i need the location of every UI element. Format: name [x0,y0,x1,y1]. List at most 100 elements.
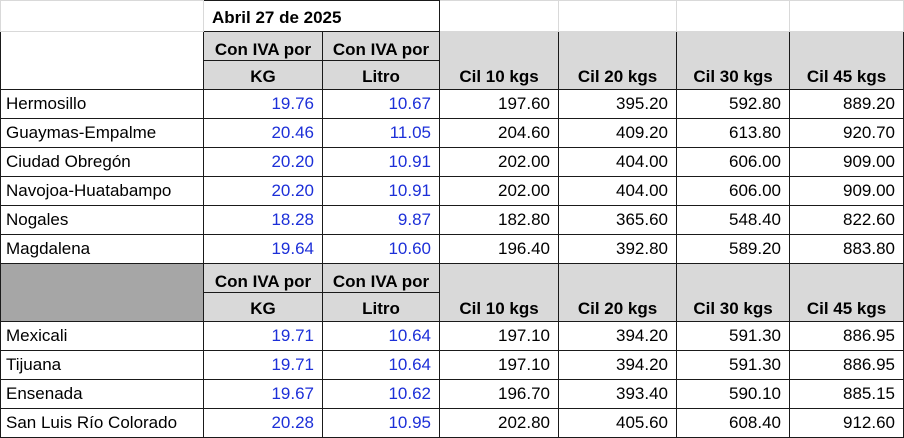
city-cell[interactable]: Nogales [0,205,204,235]
cil30-cell[interactable]: 589.20 [676,234,790,264]
header-kg-line2[interactable]: KG [203,60,323,90]
city-cell[interactable]: Tijuana [0,350,204,380]
price-litro-cell[interactable]: 10.64 [322,321,440,351]
price-litro-cell[interactable]: 10.91 [322,147,440,177]
cil30-cell[interactable]: 590.10 [676,379,790,409]
header-litro-line2[interactable]: Litro [322,60,440,90]
price-litro-cell[interactable]: 9.87 [322,205,440,235]
empty-cell[interactable] [0,0,204,32]
cil45-cell[interactable]: 883.80 [789,234,904,264]
table-row: Nogales 18.28 9.87 182.80 365.60 548.40 822.60 [0,205,904,235]
table-row: Hermosillo 19.76 10.67 197.60 395.20 592.80 88… [0,89,904,119]
header-corner-cell[interactable] [0,31,204,90]
price-litro-cell[interactable]: 10.64 [322,350,440,380]
empty-cell[interactable] [439,0,559,32]
price-kg-cell[interactable]: 19.64 [203,234,323,264]
cil45-cell[interactable]: 920.70 [789,118,904,148]
cil10-cell[interactable]: 204.60 [439,118,559,148]
cil30-cell[interactable]: 591.30 [676,350,790,380]
cil45-cell[interactable]: 886.95 [789,321,904,351]
header-cil10[interactable]: Cil 10 kgs [439,263,559,322]
header-cil10[interactable]: Cil 10 kgs [439,31,559,90]
price-litro-cell[interactable]: 10.91 [322,176,440,206]
cil10-cell[interactable]: 202.00 [439,147,559,177]
city-cell[interactable]: San Luis Río Colorado [0,408,204,438]
cil20-cell[interactable]: 395.20 [558,89,677,119]
cil20-cell[interactable]: 405.60 [558,408,677,438]
cil30-cell[interactable]: 591.30 [676,321,790,351]
price-kg-cell[interactable]: 20.28 [203,408,323,438]
price-kg-cell[interactable]: 19.76 [203,89,323,119]
cil10-cell[interactable]: 196.70 [439,379,559,409]
cil30-cell[interactable]: 613.80 [676,118,790,148]
price-kg-cell[interactable]: 19.71 [203,350,323,380]
cil30-cell[interactable]: 606.00 [676,147,790,177]
cil10-cell[interactable]: 197.10 [439,321,559,351]
cil10-cell[interactable]: 202.80 [439,408,559,438]
header-cil45[interactable]: Cil 45 kgs [789,31,904,90]
cil45-cell[interactable]: 889.20 [789,89,904,119]
price-litro-cell[interactable]: 10.67 [322,89,440,119]
date-title[interactable]: Abril 27 de 2025 [203,0,440,32]
price-litro-cell[interactable]: 10.95 [322,408,440,438]
cil45-cell[interactable]: 885.15 [789,379,904,409]
table-row: Navojoa-Huatabampo 20.20 10.91 202.00 404.00… [0,176,904,206]
cil10-cell[interactable]: 197.60 [439,89,559,119]
cil20-cell[interactable]: 393.40 [558,379,677,409]
price-kg-cell[interactable]: 19.67 [203,379,323,409]
cil20-cell[interactable]: 404.00 [558,176,677,206]
city-cell[interactable]: Ciudad Obregón [0,147,204,177]
header-kg-line2[interactable]: KG [203,292,323,322]
header-cil20[interactable]: Cil 20 kgs [558,263,677,322]
header-litro-line1[interactable]: Con IVA por [322,31,440,61]
cil20-cell[interactable]: 394.20 [558,350,677,380]
header-litro-line1[interactable]: Con IVA por [322,263,440,293]
price-kg-cell[interactable]: 19.71 [203,321,323,351]
cil20-cell[interactable]: 404.00 [558,147,677,177]
city-cell[interactable]: Ensenada [0,379,204,409]
price-litro-cell[interactable]: 11.05 [322,118,440,148]
empty-cell[interactable] [558,0,677,32]
header-kg-line1[interactable]: Con IVA por [203,31,323,61]
empty-cell[interactable] [789,0,904,32]
price-kg-cell[interactable]: 20.20 [203,147,323,177]
cil45-cell[interactable]: 886.95 [789,350,904,380]
header-cil30[interactable]: Cil 30 kgs [676,31,790,90]
cil10-cell[interactable]: 196.40 [439,234,559,264]
header-litro-line2[interactable]: Litro [322,292,440,322]
header-cil20[interactable]: Cil 20 kgs [558,31,677,90]
header-kg-line1[interactable]: Con IVA por [203,263,323,293]
price-litro-cell[interactable]: 10.62 [322,379,440,409]
header-cil30[interactable]: Cil 30 kgs [676,263,790,322]
cil20-cell[interactable]: 409.20 [558,118,677,148]
price-kg-cell[interactable]: 20.46 [203,118,323,148]
cil10-cell[interactable]: 182.80 [439,205,559,235]
cil45-cell[interactable]: 912.60 [789,408,904,438]
table-row: Guaymas-Empalme 20.46 11.05 204.60 409.20 613… [0,118,904,148]
city-cell[interactable]: Guaymas-Empalme [0,118,204,148]
cil45-cell[interactable]: 822.60 [789,205,904,235]
empty-cell[interactable] [676,0,790,32]
cil20-cell[interactable]: 365.60 [558,205,677,235]
cil10-cell[interactable]: 197.10 [439,350,559,380]
cil10-cell[interactable]: 202.00 [439,176,559,206]
cil30-cell[interactable]: 606.00 [676,176,790,206]
city-cell[interactable]: Hermosillo [0,89,204,119]
header-cil45[interactable]: Cil 45 kgs [789,263,904,322]
price-kg-cell[interactable]: 20.20 [203,176,323,206]
table-row: Magdalena 19.64 10.60 196.40 392.80 589.20 883… [0,234,904,264]
header-corner-cell[interactable] [0,263,204,322]
city-cell[interactable]: Navojoa-Huatabampo [0,176,204,206]
price-litro-cell[interactable]: 10.60 [322,234,440,264]
cil30-cell[interactable]: 548.40 [676,205,790,235]
city-cell[interactable]: Mexicali [0,321,204,351]
cil45-cell[interactable]: 909.00 [789,147,904,177]
city-cell[interactable]: Magdalena [0,234,204,264]
cil30-cell[interactable]: 608.40 [676,408,790,438]
cil20-cell[interactable]: 394.20 [558,321,677,351]
cil30-cell[interactable]: 592.80 [676,89,790,119]
cil45-cell[interactable]: 909.00 [789,176,904,206]
cil20-cell[interactable]: 392.80 [558,234,677,264]
price-kg-cell[interactable]: 18.28 [203,205,323,235]
